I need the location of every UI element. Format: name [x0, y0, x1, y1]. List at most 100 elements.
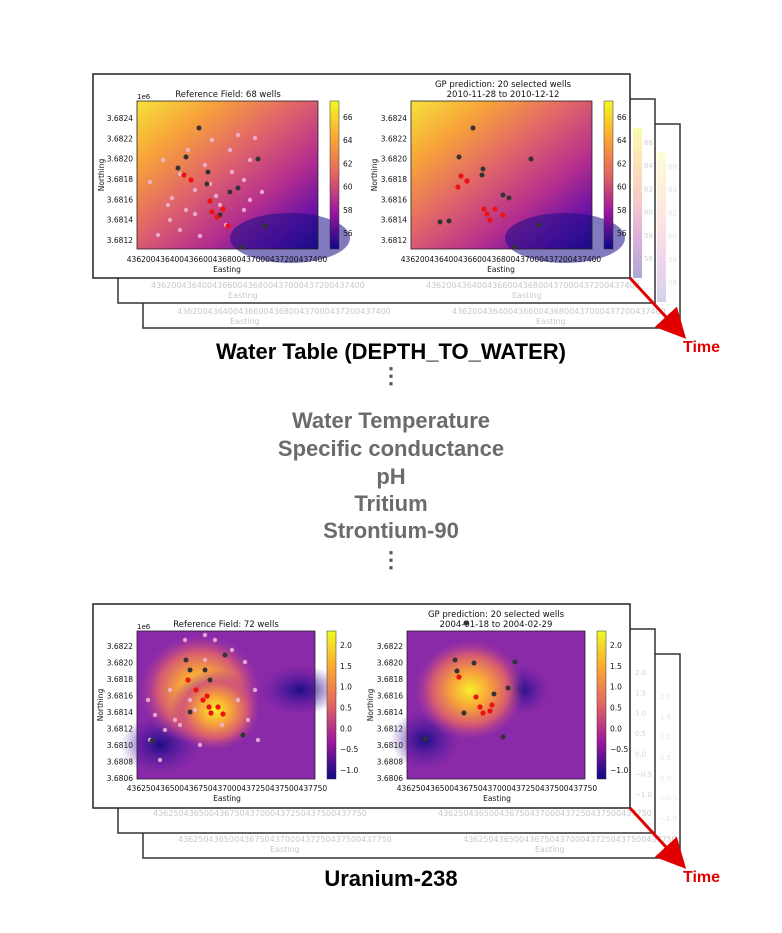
well-marker	[215, 704, 221, 710]
y-tick-label: 3.6814	[107, 708, 133, 717]
y-tick-label: 3.6816	[107, 692, 133, 701]
well-marker	[506, 195, 512, 201]
well-marker	[480, 166, 486, 172]
colorbar-tick-label: 0.5	[340, 704, 352, 713]
plot-frame	[410, 100, 593, 250]
y-tick-label: 3.6812	[381, 236, 407, 245]
y-tick-label: 3.6822	[107, 134, 133, 143]
well-marker	[192, 187, 198, 193]
y-axis-label: Northing	[97, 158, 106, 191]
back-colorbar-ticks: 66 64 62 60 58 56 66 64 62 60 58 56	[644, 139, 677, 287]
well-marker	[229, 169, 235, 175]
plot-subtitle: 2010-11-28 to 2010-12-12	[447, 90, 560, 100]
back-colorbar-tick-label: 62	[668, 209, 677, 217]
y-tick-labels: 3.6824 3.6822 3.6820 3.6818 3.6816 3.6814 3.68…	[381, 114, 407, 245]
water-table-caption: Water Table (DEPTH_TO_WATER)	[215, 339, 566, 364]
well-marker	[452, 657, 458, 663]
back-colorbar-tick-label: 60	[644, 209, 653, 217]
well-marker	[220, 206, 226, 212]
plot-title: Reference Field: 72 wells	[173, 620, 279, 630]
well-marker	[422, 736, 428, 742]
colorbar	[326, 630, 337, 780]
back-colorbar-tick-label: 1.5	[660, 713, 671, 721]
well-marker	[252, 135, 258, 141]
well-marker	[458, 173, 464, 179]
y-tick-label: 3.6816	[381, 195, 407, 204]
uranium-caption: Uranium-238	[324, 866, 458, 891]
well-marker	[187, 667, 193, 673]
time-label-bottom: Time	[683, 869, 721, 886]
well-marker	[473, 694, 479, 700]
well-marker	[217, 202, 223, 208]
back-colorbar-tick-label: −1.0	[635, 791, 652, 799]
y-tick-label: 3.6814	[377, 708, 403, 717]
well-marker	[187, 709, 193, 715]
well-marker	[209, 209, 215, 215]
colorbar-tick-label: 64	[617, 136, 627, 145]
well-marker	[500, 192, 506, 198]
well-marker	[219, 722, 225, 728]
well-marker	[214, 214, 220, 220]
colorbar-tick-label: 56	[343, 229, 353, 238]
uranium-stack: 4362504365004367504370004372504375004377…	[92, 603, 687, 869]
back-colorbar-tick-label: 1.0	[660, 734, 671, 742]
x-tick-labels: 4362004364004366004368004370004372004374…	[401, 255, 602, 264]
colorbar-tick-label: −0.5	[340, 745, 358, 754]
well-marker	[172, 717, 178, 723]
back-colorbar-tick-label: 60	[668, 233, 677, 241]
back-xlabel-left: Easting	[270, 845, 300, 854]
colorbar-tick-label: 2.0	[610, 641, 622, 650]
time-label-top: Time	[683, 339, 721, 356]
y-tick-label: 3.6820	[107, 659, 133, 668]
well-marker	[197, 742, 203, 748]
well-marker	[241, 177, 247, 183]
well-markers	[437, 125, 542, 250]
well-marker	[437, 219, 443, 225]
well-marker	[169, 195, 175, 201]
well-marker	[252, 687, 258, 693]
back-xlabel-right: Easting	[536, 317, 566, 326]
back-xlabel-right: Easting	[535, 845, 565, 854]
well-marker	[500, 212, 506, 218]
well-marker	[152, 712, 158, 718]
back-colorbar-tick-label: 56	[644, 255, 653, 263]
well-marker	[464, 178, 470, 184]
well-marker	[202, 667, 208, 673]
field-high-region	[415, 640, 525, 740]
time-arrow	[628, 806, 687, 869]
back-colorbar-tick-label: 62	[644, 185, 653, 193]
y-tick-label: 3.6818	[381, 175, 407, 184]
y-axis-label: Northing	[96, 688, 105, 721]
well-marker	[222, 652, 228, 658]
colorbar-tick-label: −1.0	[610, 766, 628, 775]
well-marker	[175, 165, 181, 171]
well-marker	[484, 211, 490, 217]
y-tick-label: 3.6812	[107, 725, 133, 734]
well-marker	[183, 657, 189, 663]
well-marker	[505, 685, 511, 691]
y-tick-labels: 3.6822 3.6820 3.6818 3.6816 3.6814 3.6812 3.68…	[107, 642, 133, 783]
y-tick-label: 3.6814	[107, 216, 133, 225]
back-xticks-mid-left: 4362504365004367504370004372504375004377…	[153, 809, 367, 818]
well-marker	[149, 738, 155, 744]
colorbar-ticks: 66 64 62 60 58 56	[617, 113, 627, 238]
uranium-gp-plot: GP prediction: 20 selected wells 2004-01…	[366, 610, 628, 803]
colorbar-tick-label: 58	[617, 206, 627, 215]
y-tick-label: 3.6816	[107, 195, 133, 204]
colorbar-tick-label: 58	[343, 206, 353, 215]
well-marker	[259, 189, 265, 195]
back-xlabel-left: Easting	[230, 317, 260, 326]
back-colorbar-tick-label: 58	[644, 232, 653, 240]
well-marker	[456, 674, 462, 680]
well-marker	[241, 207, 247, 213]
y-axis-label: Northing	[370, 158, 379, 191]
variable-specific-conductance: Specific conductance	[277, 436, 505, 461]
colorbar-tick-label: 1.0	[610, 683, 622, 692]
back-colorbar-tick-label: 58	[668, 256, 677, 264]
y-tick-label: 3.6822	[107, 642, 133, 651]
back-colorbar-tick-label: 64	[644, 162, 653, 170]
well-marker	[455, 184, 461, 190]
plot-frame	[406, 630, 586, 780]
plot-title: GP prediction: 20 selected wells	[428, 610, 565, 620]
well-marker	[242, 659, 248, 665]
